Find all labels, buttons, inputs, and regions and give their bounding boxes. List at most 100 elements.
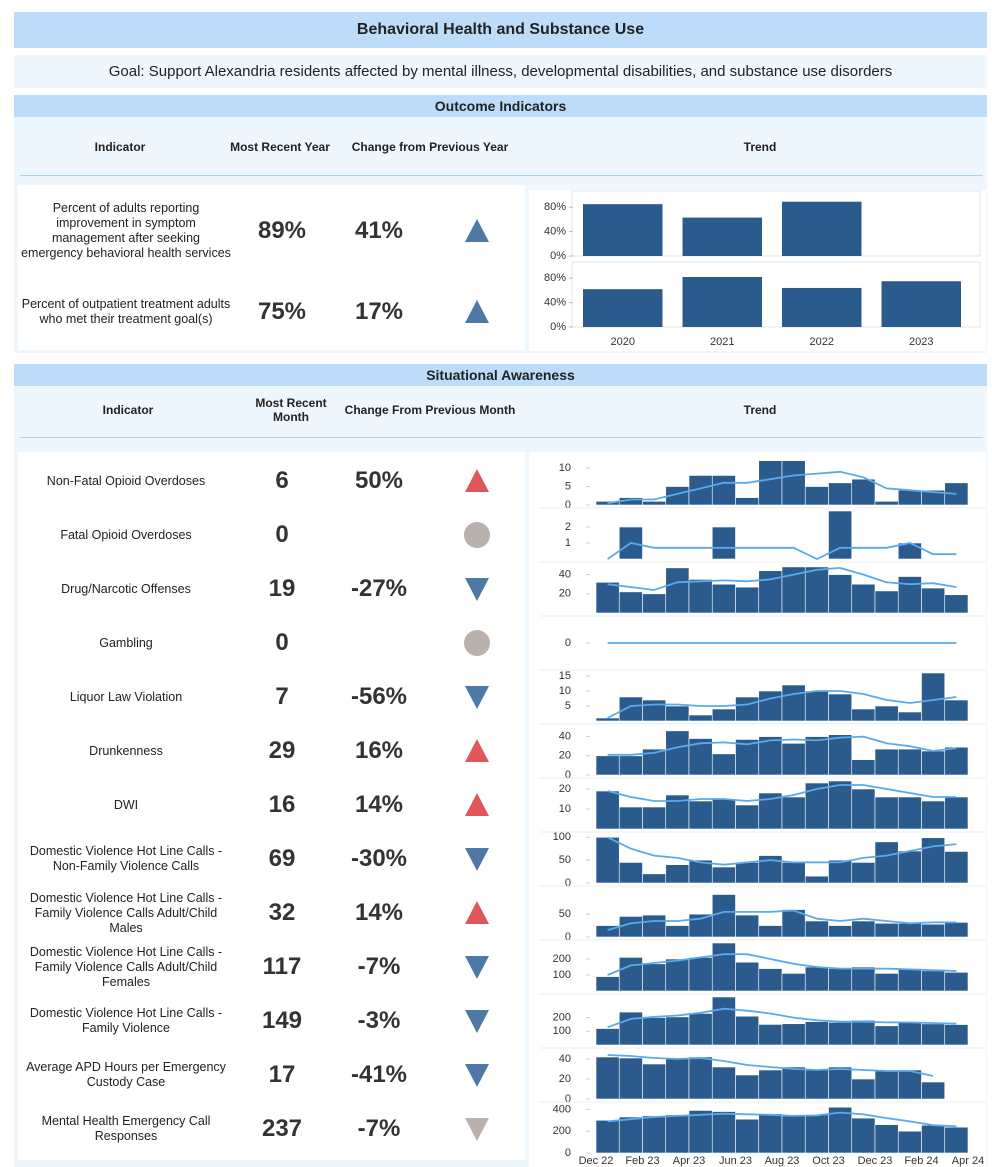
bar: [665, 567, 690, 614]
x-tick-label: Apr 24: [952, 1155, 984, 1167]
trend-icon: [465, 793, 489, 816]
bar: [735, 586, 760, 614]
column-header: Most Recent Month: [255, 396, 327, 424]
column-header: Most Recent Year: [230, 140, 330, 154]
bar: [874, 973, 899, 992]
bar: [665, 925, 690, 938]
x-tick-label: Dec 23: [858, 1155, 893, 1167]
trend-line: [607, 836, 957, 866]
bar: [874, 705, 899, 722]
bar: [851, 1078, 876, 1100]
bar: [618, 1011, 643, 1046]
column-header: Change From Previous Month: [344, 403, 516, 417]
panel-frame: [571, 190, 981, 257]
bar: [618, 696, 643, 722]
trend-icon: [465, 1118, 489, 1141]
y-tick-label: 20: [559, 783, 571, 795]
y-tick-label: 80%: [544, 272, 566, 284]
indicator: Drunkenness: [89, 743, 163, 758]
bar: [618, 806, 643, 830]
bar: [921, 1081, 946, 1100]
most-recent: 17: [268, 1061, 296, 1088]
bar: [804, 1114, 829, 1154]
column-header: Indicator: [94, 140, 146, 154]
indicator: Drug/Narcotic Offenses: [61, 581, 191, 596]
y-tick-label: 50: [559, 854, 571, 866]
bar: [595, 976, 620, 992]
y-tick-label: 15: [559, 670, 571, 682]
bar: [874, 590, 899, 614]
bar: [944, 1024, 969, 1046]
bar: [665, 864, 690, 884]
bar: [804, 1069, 829, 1100]
indicator: Mental Health Emergency Call Responses: [41, 1114, 211, 1143]
bar: [642, 963, 667, 992]
bar: [711, 526, 736, 560]
bar: [711, 798, 736, 830]
bar: [618, 755, 643, 776]
y-tick-label: 50: [559, 908, 571, 920]
change: 50%: [354, 467, 404, 494]
bar: [735, 497, 760, 506]
bar: [735, 1074, 760, 1100]
bar: [874, 796, 899, 830]
bar: [665, 705, 690, 722]
change: 16%: [354, 737, 404, 764]
bar: [665, 1114, 690, 1154]
y-tick-label: 200: [553, 1011, 571, 1023]
bar: [921, 1023, 946, 1046]
bar: [758, 1069, 783, 1100]
x-tick-label: Jun 23: [719, 1155, 752, 1167]
bar: [828, 1022, 853, 1046]
bar: [897, 1069, 922, 1100]
bar: [828, 859, 853, 884]
trend-line: [607, 542, 957, 560]
bar: [758, 925, 783, 938]
y-tick-label: 5: [565, 700, 571, 712]
bar: [828, 734, 853, 776]
bar: [688, 1056, 713, 1100]
bar: [758, 690, 783, 722]
bar: [688, 579, 713, 614]
y-tick-label: 400: [553, 1103, 571, 1115]
bar: [735, 914, 760, 938]
indicator: Domestic Violence Hot Line Calls - Famil…: [29, 890, 223, 935]
bar: [618, 1116, 643, 1154]
trend-line: [607, 470, 957, 505]
bar: [688, 800, 713, 830]
table-panel: [18, 185, 525, 350]
bar: [711, 942, 736, 992]
bar: [921, 923, 946, 938]
bar: [828, 574, 853, 614]
most-recent: 29: [268, 737, 296, 764]
trend-line: [607, 909, 957, 931]
bar: [851, 966, 876, 992]
trend-icon: [464, 522, 490, 548]
bar: [881, 281, 961, 327]
y-tick-label: 20: [559, 750, 571, 762]
bar: [781, 1066, 806, 1100]
bar: [828, 1066, 853, 1100]
bar: [897, 576, 922, 614]
bar: [665, 1058, 690, 1100]
section-heading: Situational Awareness: [426, 367, 575, 383]
column-header: Trend: [743, 140, 777, 154]
y-tick-label: 10: [559, 803, 571, 815]
section-heading: Outcome Indicators: [434, 98, 567, 114]
bar: [944, 971, 969, 992]
bar: [782, 287, 862, 327]
y-tick-label: 40%: [544, 226, 566, 238]
bar: [921, 1124, 946, 1154]
bar: [583, 204, 663, 256]
x-tick-label: 2023: [909, 336, 933, 348]
bar: [595, 1056, 620, 1100]
bar: [758, 968, 783, 992]
bar: [781, 743, 806, 776]
bar: [921, 587, 946, 614]
trend-line: [607, 1111, 957, 1128]
most-recent: 69: [268, 845, 296, 872]
bar: [781, 973, 806, 992]
divider: [20, 437, 983, 438]
bar: [595, 1119, 620, 1154]
bar: [944, 746, 969, 776]
